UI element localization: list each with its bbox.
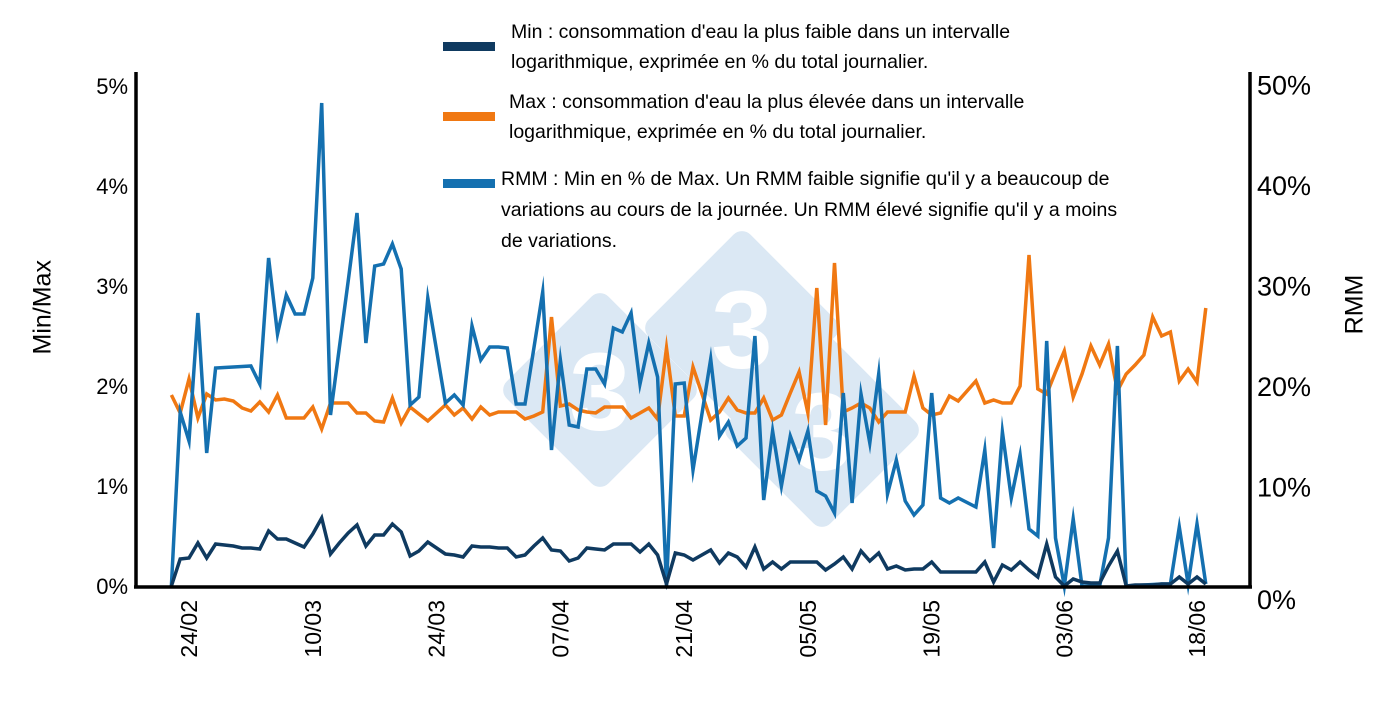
legend-label-min: Min : consommation d'eau la plus faible … [511,17,1010,77]
left-y-tick-label: 2% [96,374,128,399]
left-y-tick-label: 5% [96,74,128,99]
x-tick-label: 18/06 [1184,600,1210,658]
x-tick-label: 10/03 [300,600,326,658]
legend-swatch-min [443,42,495,51]
legend-line: logarithmique, exprimée en % du total jo… [509,121,927,143]
series-line-min [169,513,1207,591]
x-tick-label: 21/04 [671,600,697,658]
right-y-tick-label: 0% [1257,585,1296,615]
legend-line: de variations. [501,230,617,252]
right-y-tick-labels: 0% 10% 20% 30% 40% 50% [1257,71,1311,616]
x-tick-label: 19/05 [919,600,945,658]
left-y-tick-label: 0% [96,574,128,599]
left-y-tick-label: 3% [96,274,128,299]
legend-line: Max : consommation d'eau la plus élevée … [509,91,1025,113]
legend-line: variations au cours de la journée. Un RM… [501,199,1118,221]
watermark-shape [725,333,919,527]
left-y-tick-label: 1% [96,474,128,499]
x-tick-label: 24/02 [176,600,202,658]
right-y-tick-label: 20% [1257,372,1311,402]
left-y-axis-title: Min/Max [28,260,57,355]
right-y-tick-label: 30% [1257,272,1311,302]
legend-label-rmm: RMM : Min en % de Max. Un RMM faible sig… [501,164,1117,257]
right-y-tick-label: 10% [1257,473,1311,503]
legend-line: logarithmique, exprimée en % du total jo… [511,51,929,73]
x-tick-label: 03/06 [1051,600,1077,658]
legend-line: Min : consommation d'eau la plus faible … [511,21,1011,43]
series-lines [169,102,1208,598]
watermark-digit: 3 [711,269,772,392]
x-tick-label: 07/04 [547,600,573,658]
left-y-tick-label: 4% [96,174,128,199]
right-y-tick-label: 50% [1257,71,1311,101]
legend-swatch-max [443,112,495,121]
right-y-axis-title: RMM [1340,274,1369,335]
right-y-tick-label: 40% [1257,171,1311,201]
left-y-tick-labels: 0% 1% 2% 3% 4% 5% [96,74,128,599]
x-tick-label: 05/05 [795,600,821,658]
x-tick-label: 24/03 [424,600,450,658]
legend-label-max: Max : consommation d'eau la plus élevée … [509,87,1024,147]
x-tick-labels: 24/02 10/03 24/03 07/04 21/04 05/05 19/05 03/06… [176,600,1210,658]
legend-swatch-rmm [443,179,495,188]
watermark-digit: 3 [569,331,630,454]
legend-line: RMM : Min en % de Max. Un RMM faible sig… [501,168,1110,190]
